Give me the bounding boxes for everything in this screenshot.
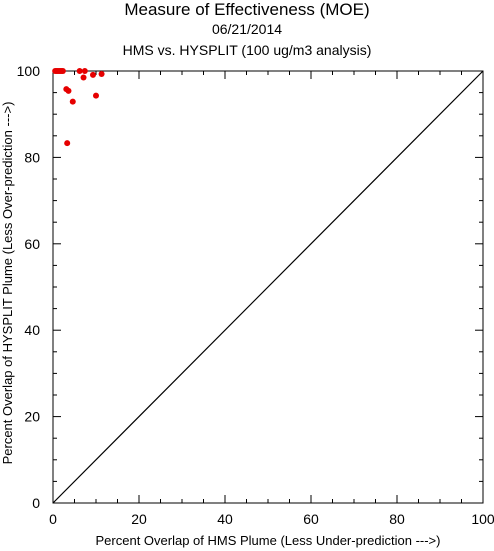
data-point (65, 87, 72, 94)
y-tick-label: 60 (24, 236, 40, 252)
y-tick-label: 40 (24, 322, 40, 338)
data-point (98, 71, 105, 78)
y-axis-label: Percent Overlap of HYSPLIT Plume (Less O… (0, 102, 15, 465)
x-tick-label: 20 (131, 511, 147, 527)
data-point (69, 98, 76, 105)
chart-title: Measure of Effectiveness (MOE) (124, 0, 370, 19)
data-point (76, 68, 83, 74)
chart-subtitle-analysis: HMS vs. HYSPLIT (100 ug/m3 analysis) (122, 42, 372, 58)
x-tick-label: 100 (471, 511, 494, 527)
x-tick-label: 0 (49, 511, 57, 527)
y-tick-label: 100 (17, 63, 41, 79)
data-point (81, 68, 88, 74)
diagonal-reference-line (52, 70, 484, 504)
x-axis-label: Percent Overlap of HMS Plume (Less Under… (96, 533, 441, 548)
x-tick-label: 60 (303, 511, 319, 527)
x-tick-label: 40 (217, 511, 233, 527)
data-points (52, 68, 105, 147)
axis-ticks: 0 20 40 60 80 100 0 20 40 60 80 100 (17, 63, 494, 527)
y-tick-label: 20 (24, 409, 40, 425)
data-point (80, 74, 87, 81)
data-point (89, 71, 96, 78)
data-point (64, 140, 71, 147)
y-tick-label: 80 (24, 149, 40, 165)
chart-subtitle-date: 06/21/2014 (211, 21, 283, 37)
data-point (93, 92, 99, 99)
data-point (59, 68, 66, 74)
y-tick-label: 0 (32, 495, 40, 511)
x-tick-label: 80 (389, 511, 405, 527)
